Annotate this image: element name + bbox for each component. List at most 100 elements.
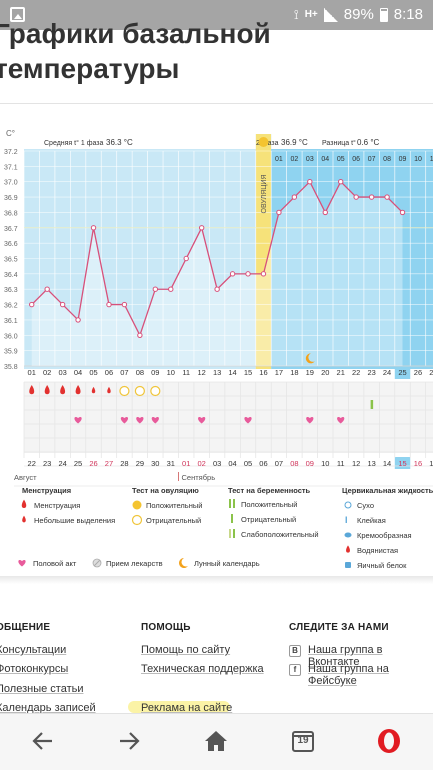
diff-value: 0.6 °C (357, 138, 380, 147)
ovulation-test-negative-icon (150, 385, 161, 397)
footer-link-support[interactable]: Техническая поддержка (141, 663, 264, 675)
temperature-point[interactable] (59, 301, 66, 308)
temperature-point[interactable] (368, 194, 375, 200)
footer-link-articles[interactable]: Полезные статьи (0, 683, 84, 695)
home-button[interactable] (201, 726, 231, 756)
legend-cervical-title: Цервикальная жидкость (342, 486, 433, 495)
footer-link-help[interactable]: Помощь по сайту (141, 644, 231, 656)
month2-label: Сентябрь (182, 473, 216, 482)
phase2-day-label: 06 (352, 156, 360, 163)
footer-link-vk-group[interactable]: Наша группа в Вконтакте (308, 644, 383, 668)
arrow-left-icon (32, 732, 52, 750)
y-tick-label: 37.0 (4, 180, 18, 187)
temperature-point[interactable] (245, 271, 251, 277)
footer-link-fb-group[interactable]: Наша группа на Фейсбуке (308, 663, 389, 687)
y-tick-label: 35.9 (4, 349, 18, 356)
footer-link-calendar[interactable]: Календарь записей (0, 702, 96, 714)
legend-pregnancy-positive: Положительный (241, 500, 297, 509)
opera-menu-button[interactable] (374, 726, 404, 756)
y-tick-label: 36.0 (4, 333, 18, 340)
nfc-icon: ⟟ (293, 6, 299, 22)
date-label: 23 (43, 459, 51, 468)
cycle-day-label: 27 (429, 368, 433, 377)
intercourse-heart-icon (74, 416, 82, 424)
date-label: 06 (259, 459, 267, 468)
temperature-point[interactable] (75, 317, 81, 323)
temperature-point[interactable] (384, 194, 390, 200)
legend-cervical-item: Водянистая (357, 546, 398, 555)
temperature-point[interactable] (29, 301, 35, 308)
footer-link-photo-contests[interactable]: Фотоконкурсы (0, 663, 69, 675)
facebook-icon: f (289, 664, 301, 676)
temperature-point[interactable] (214, 286, 220, 292)
intercourse-heart-icon (244, 416, 252, 424)
y-tick-label: 36.3 (4, 287, 18, 294)
intercourse-heart-icon (306, 416, 314, 424)
footer-link-consultations[interactable]: Консультации (0, 644, 67, 656)
y-tick-label: 37.2 (4, 149, 18, 156)
legend-pregnancy-weak-icon (229, 529, 231, 538)
legend-pregnancy-positive-icon2 (233, 499, 235, 508)
legend-creamy-icon (344, 532, 352, 538)
legend-watery-icon (346, 545, 350, 553)
legend-pregnancy-weak-icon2 (233, 529, 235, 538)
temperature-point[interactable] (168, 286, 174, 292)
light-spotting-drop-icon (107, 386, 111, 394)
forward-button[interactable] (114, 726, 144, 756)
temperature-point[interactable] (276, 209, 282, 216)
footer-col1-title: ОБЩЕНИЕ (0, 622, 51, 633)
footer-link-advertising[interactable]: Реклама на сайте (141, 702, 233, 714)
temperature-point[interactable] (338, 179, 344, 185)
legend-pregnancy-weak: Слабоположительный (241, 530, 319, 539)
month1-label: Август (14, 473, 37, 482)
temperature-point[interactable] (106, 301, 112, 308)
phase2-day-label: 11 (430, 156, 433, 163)
legend-medication-icon-line (93, 559, 101, 567)
phase2-day-strip (271, 149, 433, 166)
ovulation-test-negative-icon (134, 385, 145, 397)
bbt-chart[interactable]: 37.2 37.1 37.0 36.9 36.8 36.7 36.6 36.5 36.4 36.3… (0, 104, 433, 577)
date-label: 10 (321, 459, 329, 468)
cycle-day-label: 04 (74, 368, 82, 377)
phase1-label: Средняя t° 1 фаза (44, 139, 103, 147)
temperature-point[interactable] (121, 301, 128, 308)
phase2-background (271, 134, 433, 369)
temperature-point[interactable] (399, 209, 406, 216)
temperature-point[interactable] (307, 179, 313, 185)
cycle-day-label: 16 (259, 368, 267, 377)
marker-grid-bg (24, 382, 433, 453)
cycle-day-label: 18 (290, 368, 298, 377)
ovulation-sun-icon (258, 137, 269, 147)
card-shadow (0, 576, 433, 584)
temperature-point[interactable] (90, 225, 97, 231)
temperature-point[interactable] (229, 271, 236, 277)
home-icon (205, 731, 227, 751)
date-label: 09 (306, 459, 314, 468)
cycle-day-label: 19 (306, 368, 314, 377)
intercourse-heart-icon (337, 416, 345, 424)
temperature-point[interactable] (322, 209, 328, 216)
temperature-point[interactable] (291, 194, 298, 200)
legend-ovulation-positive-icon (132, 500, 142, 510)
date-label: 11 (337, 459, 345, 468)
vk-icon: B (289, 645, 301, 657)
tabs-button[interactable]: 19 (288, 726, 318, 756)
pregnancy-test-negative-icon (370, 400, 374, 409)
date-label: 08 (290, 459, 298, 468)
temperature-point[interactable] (44, 286, 50, 292)
cycle-day-label: 13 (213, 368, 221, 377)
date-label: 30 (151, 459, 159, 468)
back-button[interactable] (28, 726, 58, 756)
temperature-point[interactable] (137, 332, 143, 338)
y-tick-label: 36.7 (4, 226, 18, 233)
temperature-point[interactable] (183, 255, 189, 262)
temperature-point[interactable] (353, 194, 359, 200)
y-unit-label: C° (6, 129, 15, 138)
legend-sticky-icon: I (345, 515, 348, 525)
temperature-point[interactable] (198, 225, 205, 231)
page-title-line2: температуры (0, 53, 180, 84)
temperature-point[interactable] (260, 271, 267, 277)
temperature-point[interactable] (152, 286, 159, 292)
cycle-day-label: 10 (167, 368, 175, 377)
legend-pregnancy-positive-icon (229, 499, 231, 508)
